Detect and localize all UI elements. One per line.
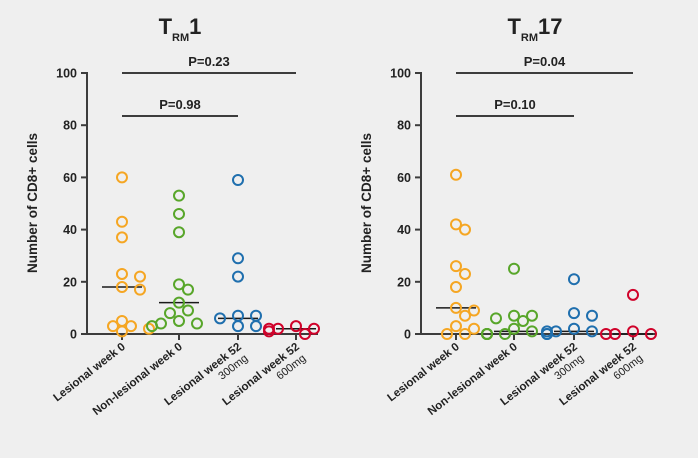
data-point xyxy=(568,322,580,335)
data-point xyxy=(627,325,639,338)
data-point xyxy=(450,301,462,314)
data-point xyxy=(541,328,553,340)
data-point xyxy=(214,312,226,325)
y-tick-label: 40 xyxy=(63,223,77,237)
data-point xyxy=(232,174,244,187)
data-point xyxy=(250,320,262,333)
y-tick-label: 0 xyxy=(404,328,411,342)
chart-title: TRM17 xyxy=(507,14,562,44)
data-point xyxy=(450,281,462,294)
data-point xyxy=(173,189,185,202)
significance-comparisons: P=0.23 P=0.98 xyxy=(122,54,296,117)
y-tick-label: 20 xyxy=(63,275,77,289)
data-point xyxy=(517,314,529,327)
data-point xyxy=(116,171,128,184)
data-point xyxy=(468,322,480,335)
data-point xyxy=(459,309,471,322)
data-point xyxy=(450,260,462,273)
y-tick-label: 20 xyxy=(397,275,411,289)
data-point xyxy=(508,309,520,322)
y-axis-label: Number of CD8+ cells xyxy=(359,133,374,273)
y-tick-label: 40 xyxy=(397,223,411,237)
data-point xyxy=(173,207,185,220)
chart-title: TRM1 xyxy=(159,14,202,44)
p-value-label: P=0.23 xyxy=(188,54,230,69)
data-point xyxy=(450,320,462,333)
data-point xyxy=(134,283,146,296)
y-tick-label: 80 xyxy=(397,119,411,133)
data-point xyxy=(586,325,598,338)
y-tick-label: 100 xyxy=(56,67,77,81)
data-point xyxy=(232,270,244,283)
data-point xyxy=(645,328,657,340)
data-point xyxy=(164,307,176,320)
data-point xyxy=(526,325,538,338)
y-tick-label: 60 xyxy=(397,171,411,185)
y-tick-label: 80 xyxy=(63,119,77,133)
data-point xyxy=(146,320,158,333)
significance-comparisons: P=0.04 P=0.10 xyxy=(456,54,633,117)
data-point xyxy=(508,322,520,335)
data-point xyxy=(143,322,155,335)
data-point xyxy=(481,328,493,340)
p-value-label: P=0.10 xyxy=(494,97,536,112)
data-point xyxy=(468,304,480,317)
data-point xyxy=(173,296,185,309)
y-axis-label: Number of CD8+ cells xyxy=(25,133,40,273)
y-tick-label: 0 xyxy=(70,328,77,342)
data-point xyxy=(499,328,511,340)
data-point xyxy=(116,267,128,280)
data-point xyxy=(191,317,203,330)
data-point xyxy=(116,325,128,338)
data-point xyxy=(290,320,302,333)
data-point xyxy=(459,223,471,236)
p-value-label: P=0.04 xyxy=(524,54,566,69)
data-point xyxy=(308,322,320,335)
data-point xyxy=(627,288,639,301)
data-point xyxy=(116,231,128,244)
data-points xyxy=(107,171,320,340)
data-point xyxy=(441,328,453,340)
data-point xyxy=(568,307,580,320)
data-point xyxy=(459,267,471,280)
data-point xyxy=(600,328,612,340)
data-point xyxy=(116,281,128,294)
data-point xyxy=(526,309,538,322)
data-point xyxy=(116,215,128,228)
data-point xyxy=(459,328,471,340)
data-points xyxy=(441,168,657,340)
data-point xyxy=(182,304,194,317)
data-point xyxy=(299,328,311,340)
data-point xyxy=(134,270,146,283)
data-point xyxy=(586,309,598,322)
data-point xyxy=(263,325,275,338)
data-point xyxy=(182,283,194,296)
data-point xyxy=(508,262,520,275)
data-point xyxy=(173,278,185,291)
data-point xyxy=(173,314,185,327)
data-point xyxy=(232,320,244,333)
data-point xyxy=(173,226,185,239)
data-point xyxy=(232,252,244,265)
y-tick-label: 100 xyxy=(390,67,411,81)
data-point xyxy=(450,218,462,231)
data-point xyxy=(107,320,119,333)
y-tick-label: 60 xyxy=(63,171,77,185)
data-point xyxy=(450,168,462,181)
data-point xyxy=(490,312,502,325)
p-value-label: P=0.98 xyxy=(159,97,201,112)
data-point xyxy=(568,273,580,286)
data-point xyxy=(125,320,137,333)
